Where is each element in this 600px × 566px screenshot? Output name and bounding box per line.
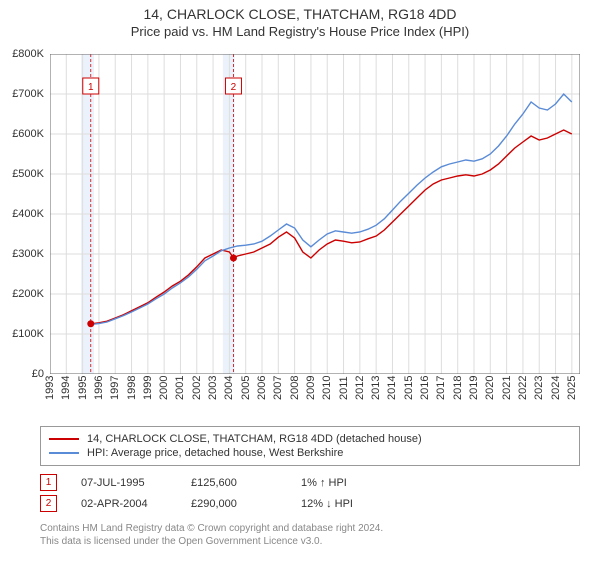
- marker-price: £125,600: [191, 477, 301, 489]
- x-tick-label: 2004: [223, 376, 235, 400]
- y-tick-label: £300K: [12, 248, 44, 260]
- y-tick-label: £400K: [12, 208, 44, 220]
- y-tick-label: £500K: [12, 168, 44, 180]
- y-tick-label: £700K: [12, 88, 44, 100]
- x-tick-label: 1993: [44, 376, 56, 400]
- marker-table: 1 07-JUL-1995£125,6001% ↑ HPI 2 02-APR-2004…: [40, 470, 580, 516]
- marker-row: 1 07-JUL-1995£125,6001% ↑ HPI: [40, 474, 580, 491]
- footer-line-1: Contains HM Land Registry data © Crown c…: [40, 522, 580, 535]
- x-tick-label: 2000: [158, 376, 170, 400]
- legend-swatch: [49, 438, 79, 440]
- x-tick-label: 2008: [289, 376, 301, 400]
- x-tick-label: 2005: [240, 376, 252, 400]
- x-tick-label: 2014: [386, 376, 398, 400]
- legend-item: 14, CHARLOCK CLOSE, THATCHAM, RG18 4DD (…: [49, 433, 571, 445]
- x-tick-label: 2016: [419, 376, 431, 400]
- x-tick-label: 2001: [174, 376, 186, 400]
- x-tick-label: 2025: [566, 376, 578, 400]
- y-tick-label: £0: [32, 368, 44, 380]
- x-tick-label: 1995: [77, 376, 89, 400]
- x-tick-label: 2003: [207, 376, 219, 400]
- footer-attribution: Contains HM Land Registry data © Crown c…: [40, 522, 580, 548]
- x-tick-label: 2011: [338, 376, 350, 400]
- x-tick-label: 2002: [191, 376, 203, 400]
- x-tick-label: 2012: [354, 376, 366, 400]
- marker-date: 02-APR-2004: [81, 498, 191, 510]
- x-tick-label: 2021: [501, 376, 513, 400]
- marker-diff: 1% ↑ HPI: [301, 477, 411, 489]
- x-tick-label: 2019: [468, 376, 480, 400]
- x-tick-label: 1994: [60, 376, 72, 400]
- chart-title: 14, CHARLOCK CLOSE, THATCHAM, RG18 4DD: [0, 6, 600, 22]
- x-tick-label: 1996: [93, 376, 105, 400]
- y-tick-label: £200K: [12, 288, 44, 300]
- legend-label: HPI: Average price, detached house, West…: [87, 447, 343, 459]
- x-tick-label: 1997: [109, 376, 121, 400]
- x-axis-labels: 1993199419951996199719981999200020012002…: [50, 376, 580, 426]
- x-tick-label: 2020: [484, 376, 496, 400]
- footer-line-2: This data is licensed under the Open Gov…: [40, 535, 580, 548]
- svg-text:2: 2: [231, 82, 237, 93]
- chart-plot-area: 12: [50, 54, 580, 374]
- chart-container: 14, CHARLOCK CLOSE, THATCHAM, RG18 4DD P…: [0, 6, 600, 566]
- x-tick-label: 2024: [550, 376, 562, 400]
- x-tick-label: 1999: [142, 376, 154, 400]
- legend-item: HPI: Average price, detached house, West…: [49, 447, 571, 459]
- x-tick-label: 2013: [370, 376, 382, 400]
- marker-id-box: 2: [40, 495, 57, 512]
- marker-date: 07-JUL-1995: [81, 477, 191, 489]
- marker-diff: 12% ↓ HPI: [301, 498, 411, 510]
- legend-swatch: [49, 452, 79, 454]
- chart-svg: 12: [50, 54, 580, 374]
- x-tick-label: 2018: [452, 376, 464, 400]
- y-axis-labels: £0£100K£200K£300K£400K£500K£600K£700K£80…: [0, 54, 48, 374]
- x-tick-label: 2007: [272, 376, 284, 400]
- chart-subtitle: Price paid vs. HM Land Registry's House …: [0, 24, 600, 39]
- x-tick-label: 2022: [517, 376, 529, 400]
- x-tick-label: 2010: [321, 376, 333, 400]
- x-tick-label: 1998: [126, 376, 138, 400]
- marker-id-box: 1: [40, 474, 57, 491]
- marker-row: 2 02-APR-2004£290,00012% ↓ HPI: [40, 495, 580, 512]
- y-tick-label: £600K: [12, 128, 44, 140]
- legend-label: 14, CHARLOCK CLOSE, THATCHAM, RG18 4DD (…: [87, 433, 422, 445]
- y-tick-label: £800K: [12, 48, 44, 60]
- x-tick-label: 2006: [256, 376, 268, 400]
- x-tick-label: 2015: [403, 376, 415, 400]
- x-tick-label: 2023: [533, 376, 545, 400]
- y-tick-label: £100K: [12, 328, 44, 340]
- x-tick-label: 2017: [435, 376, 447, 400]
- svg-text:1: 1: [88, 82, 94, 93]
- x-tick-label: 2009: [305, 376, 317, 400]
- legend-box: 14, CHARLOCK CLOSE, THATCHAM, RG18 4DD (…: [40, 426, 580, 466]
- marker-price: £290,000: [191, 498, 301, 510]
